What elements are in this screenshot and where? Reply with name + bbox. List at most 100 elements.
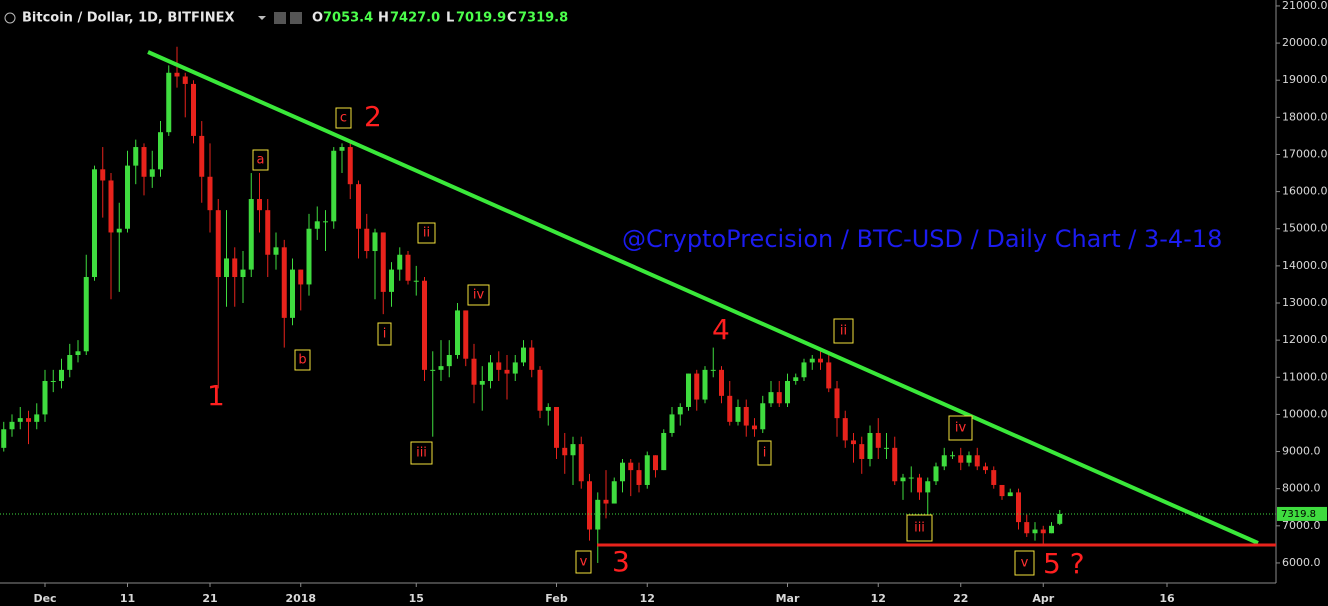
candle-body (752, 425, 757, 430)
y-tick-label: 21000.0 (1282, 0, 1328, 12)
ohlc-label: O (312, 11, 323, 26)
y-tick-label: 11000.0 (1282, 370, 1328, 383)
candle-body (554, 406, 559, 448)
x-tick-label: 21 (202, 592, 217, 605)
candle-body (108, 180, 114, 233)
sub-wave-label: iii (914, 521, 925, 536)
candle-body (694, 373, 700, 400)
candle-body (686, 373, 691, 407)
chart-title[interactable]: Bitcoin / Dollar, 1D, BITFINEX (22, 11, 235, 26)
y-tick-label: 18000.0 (1282, 110, 1328, 123)
candle-body (603, 499, 609, 504)
candle-body (950, 455, 955, 457)
x-tick-label: Dec (33, 592, 56, 605)
candle-body (413, 280, 419, 282)
candle-body (240, 269, 246, 278)
candle-body (232, 258, 238, 278)
x-tick-label: 12 (871, 592, 886, 605)
candle-body (785, 380, 790, 404)
sub-wave-box: v (1014, 550, 1035, 576)
watermark: @CryptoPrecision / BTC-USD / Daily Chart… (622, 225, 1222, 253)
candle-body (669, 414, 675, 433)
candle-body (892, 447, 898, 482)
candle-body (908, 477, 914, 479)
candle-body (941, 455, 947, 467)
candle-body (75, 351, 81, 355)
candle-body (620, 462, 625, 482)
sub-wave-box: iv (948, 415, 973, 441)
candle-body (199, 135, 205, 177)
candle-body (323, 221, 328, 223)
candle-body (422, 280, 427, 370)
candle-body (158, 132, 163, 170)
candle-body (372, 232, 378, 252)
candle-body (141, 147, 147, 177)
y-tick-label: 14000.0 (1282, 259, 1328, 272)
candle-body (496, 362, 502, 370)
candle-body (149, 169, 155, 177)
candle-body (743, 406, 749, 426)
candle-body (92, 169, 97, 278)
wave-label: 2 (364, 100, 382, 133)
y-tick-label: 17000.0 (1282, 147, 1328, 160)
candle-body (215, 210, 221, 278)
sub-wave-box: v (575, 550, 592, 574)
trendline (147, 50, 1259, 545)
candle-body (34, 414, 40, 422)
y-tick-label: 15000.0 (1282, 222, 1328, 235)
x-tick-label: 12 (640, 592, 655, 605)
candle-body (1016, 492, 1021, 523)
sub-wave-label: i (763, 446, 767, 461)
last-price-box (1277, 506, 1327, 521)
last-price-label: 7319.8 (1281, 509, 1316, 520)
candle-body (133, 147, 139, 166)
candle-body (875, 432, 881, 448)
sub-wave-box: a (252, 149, 269, 171)
sub-wave-label: ii (423, 226, 430, 241)
candle-body (537, 369, 543, 411)
candle-body (265, 210, 271, 255)
candle-body (818, 358, 823, 363)
settings-icon[interactable] (274, 12, 286, 24)
candle-body (9, 421, 15, 430)
sub-wave-label: b (298, 353, 306, 368)
wave-label: 1 (207, 379, 225, 412)
candle-body (834, 388, 840, 419)
candle-body (438, 366, 444, 370)
candle-body (999, 484, 1005, 497)
candle-body (314, 221, 320, 229)
candle-body (224, 258, 229, 278)
ohlc-label: C (507, 11, 517, 26)
x-tick-label: 15 (409, 592, 424, 605)
candle-body (867, 432, 873, 459)
sub-wave-label: iv (473, 288, 485, 303)
sub-wave-label: i (383, 327, 387, 342)
ohlc-label: H (378, 11, 389, 26)
y-tick-label: 10000.0 (1282, 407, 1328, 420)
candle-body (677, 406, 683, 415)
candle-body (776, 392, 782, 404)
hide-icon[interactable] (290, 12, 302, 24)
candle-body (100, 169, 106, 181)
wave-label: 5 ? (1043, 547, 1085, 580)
candle-body (727, 395, 733, 422)
candle-body (578, 444, 584, 482)
dropdown-caret[interactable] (258, 16, 266, 20)
ohlc-value: 7053.4 (323, 11, 373, 26)
candle-body (174, 72, 180, 77)
candle-body (479, 380, 485, 385)
candle-body (851, 440, 856, 445)
y-tick-label: 8000.0 (1282, 482, 1321, 495)
symbol-icon (4, 12, 16, 24)
candle-body (67, 354, 73, 370)
sub-wave-box: b (294, 349, 311, 371)
candle-body (248, 199, 254, 270)
candle-body (1057, 513, 1063, 524)
x-tick-label: Feb (545, 592, 568, 605)
candle-body (1040, 529, 1046, 534)
sub-wave-box: c (335, 107, 352, 129)
candle-body (397, 254, 403, 270)
candle-body (125, 165, 130, 229)
y-tick-label: 20000.0 (1282, 36, 1328, 49)
